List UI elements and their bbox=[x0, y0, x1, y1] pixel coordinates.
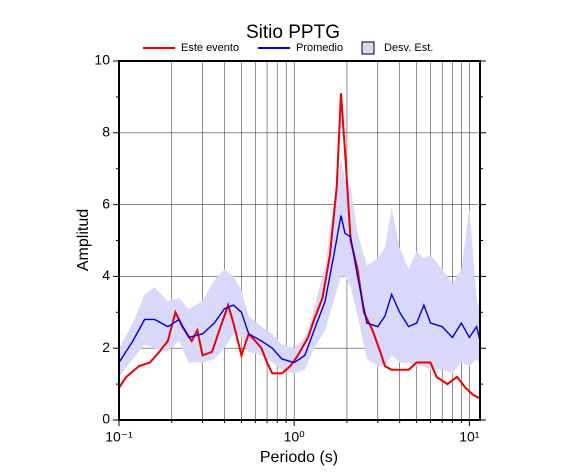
legend-label: Desv. Est. bbox=[384, 42, 433, 54]
x-axis-label: Periodo (s) bbox=[260, 449, 338, 466]
y-axis-label: Amplitud bbox=[75, 209, 92, 271]
x-tick-label: 10⁰ bbox=[284, 429, 306, 445]
legend-swatch bbox=[361, 41, 375, 55]
y-tick-label: 6 bbox=[102, 195, 110, 211]
legend-label: Este evento bbox=[181, 42, 239, 54]
x-tick-label: 10¹ bbox=[459, 429, 480, 445]
y-tick-label: 4 bbox=[102, 267, 110, 283]
chart-title: Sitio PPTG bbox=[246, 22, 340, 43]
std-band bbox=[119, 157, 480, 377]
series-line bbox=[118, 215, 481, 364]
series-line bbox=[118, 93, 481, 400]
y-tick-label: 8 bbox=[102, 124, 110, 140]
legend-label: Promedio bbox=[296, 42, 343, 54]
x-tick-label: 10⁻¹ bbox=[105, 429, 133, 445]
y-tick-label: 0 bbox=[102, 411, 110, 427]
y-tick-label: 2 bbox=[102, 339, 110, 355]
y-tick-label: 10 bbox=[94, 52, 110, 68]
